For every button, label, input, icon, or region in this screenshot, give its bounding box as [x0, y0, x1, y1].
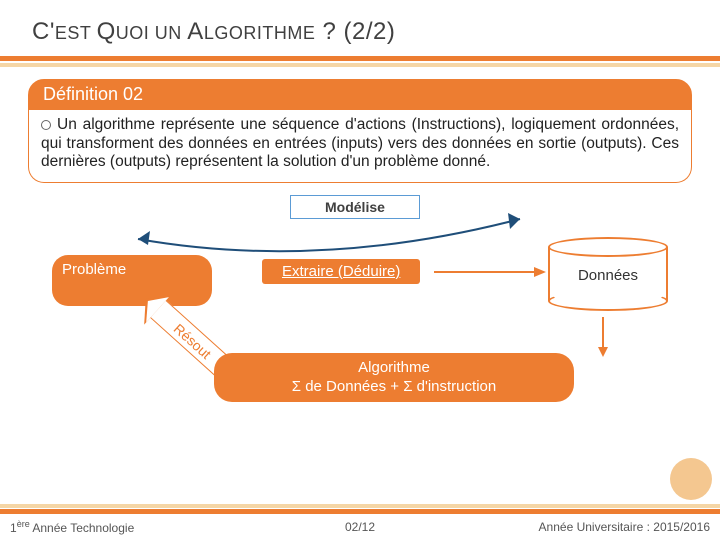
algo-line1: Algorithme: [214, 359, 574, 378]
definition-header: Définition 02: [28, 79, 692, 110]
definition-text: Un algorithme représente une séquence d'…: [41, 116, 679, 170]
footer: 1ère Année Technologie 02/12 Année Unive…: [0, 514, 720, 540]
slide-title: C'EST QUOI UN ALGORITHME ? (2/2): [0, 0, 720, 54]
bullet-icon: [41, 120, 51, 130]
footer-left: 1ère Année Technologie: [10, 519, 134, 535]
extraire-arrow: [434, 267, 546, 277]
definition-body: Un algorithme représente une séquence d'…: [28, 110, 692, 183]
footer-left-sup: ère: [17, 519, 30, 529]
decorative-circle: [670, 458, 712, 500]
diagram-area: Modélise Problème Extraire (Déduire) Don…: [0, 193, 720, 413]
algorithme-node: Algorithme Σ de Données + Σ d'instructio…: [214, 353, 574, 403]
donnees-label: Données: [548, 267, 668, 284]
footer-center: 02/12: [345, 520, 375, 534]
divider-band: [0, 56, 720, 67]
donnees-to-algo-arrow: [598, 317, 608, 357]
extraire-node: Extraire (Déduire): [262, 259, 420, 284]
modelise-arrow: [120, 211, 530, 261]
footer-band-tan: [0, 504, 720, 508]
donnees-node: Données: [548, 237, 668, 313]
probleme-label: Problème: [62, 261, 126, 278]
algo-line2: Σ de Données + Σ d'instruction: [214, 378, 574, 397]
footer-right: Année Universitaire : 2015/2016: [539, 520, 710, 534]
footer-left-rest: Année Technologie: [30, 521, 135, 535]
definition-box: Définition 02 Un algorithme représente u…: [28, 79, 692, 183]
probleme-node: Problème: [52, 255, 212, 306]
